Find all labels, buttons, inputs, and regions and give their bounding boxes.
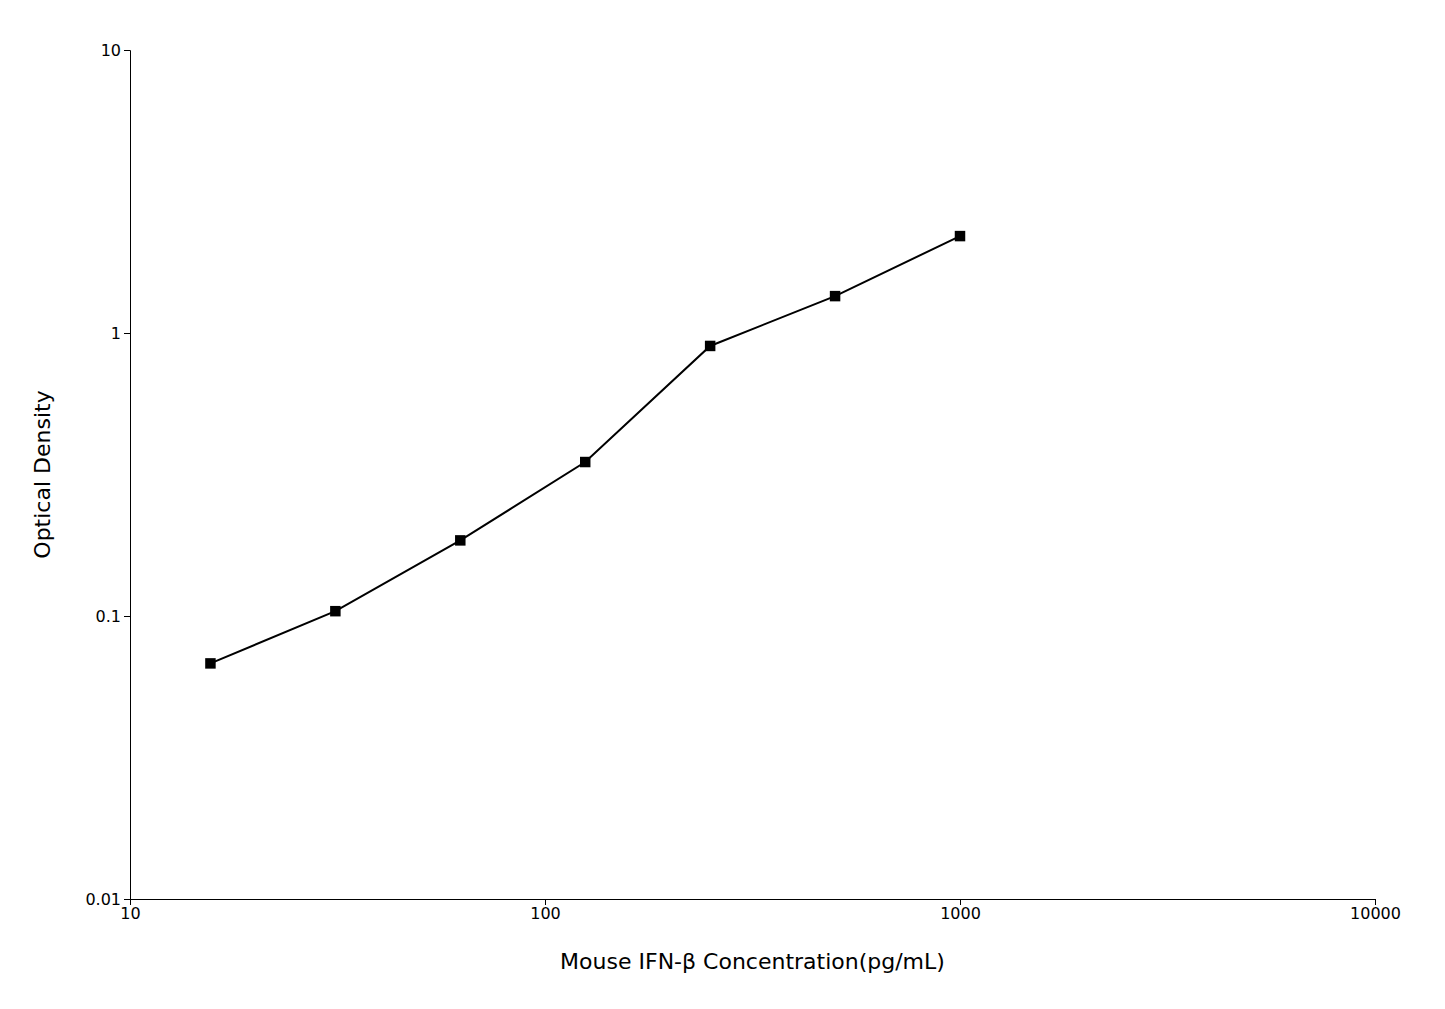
x-tick-label: 100 bbox=[530, 904, 561, 923]
y-tick-label: 10 bbox=[101, 41, 121, 60]
plot-area: 10 100 1000 10000 0.01 0.1 1 10 bbox=[85, 41, 1401, 924]
y-tick: 10 bbox=[101, 41, 130, 60]
x-tick-label: 10000 bbox=[1350, 904, 1401, 923]
point bbox=[330, 606, 340, 616]
y-tick: 0.1 bbox=[96, 607, 130, 626]
chart: 10 100 1000 10000 0.01 0.1 1 10 Mouse IFN-β Conc… bbox=[0, 0, 1445, 1009]
y-tick-mark bbox=[124, 333, 130, 334]
x-tick: 10000 bbox=[1350, 899, 1401, 923]
x-axis: 10 100 1000 10000 bbox=[120, 899, 1401, 923]
x-tick: 1000 bbox=[940, 899, 981, 923]
x-tick-label: 10 bbox=[120, 904, 140, 923]
x-axis-line bbox=[131, 900, 1376, 906]
y-tick-label: 0.01 bbox=[85, 890, 121, 909]
y-axis: 0.01 0.1 1 10 bbox=[85, 41, 130, 909]
y-axis-line bbox=[124, 51, 131, 900]
y-tick: 1 bbox=[111, 324, 130, 343]
x-tick-label: 1000 bbox=[940, 904, 981, 923]
x-tick: 10 bbox=[120, 899, 140, 923]
y-axis-title: Optical Density bbox=[30, 390, 55, 558]
point bbox=[830, 291, 840, 301]
x-axis-title: Mouse IFN-β Concentration(pg/mL) bbox=[560, 949, 945, 974]
y-tick-label: 0.1 bbox=[96, 607, 121, 626]
point bbox=[705, 341, 715, 351]
marks bbox=[205, 231, 965, 669]
line bbox=[210, 236, 960, 663]
point bbox=[580, 457, 590, 467]
point bbox=[455, 535, 465, 545]
y-tick-label: 1 bbox=[111, 324, 121, 343]
y-tick-mark bbox=[124, 899, 130, 900]
y-tick: 0.01 bbox=[85, 890, 130, 909]
y-tick-mark bbox=[124, 50, 130, 51]
point bbox=[205, 658, 215, 668]
point bbox=[955, 231, 965, 241]
x-tick: 100 bbox=[530, 899, 561, 923]
y-tick-mark bbox=[124, 616, 130, 617]
